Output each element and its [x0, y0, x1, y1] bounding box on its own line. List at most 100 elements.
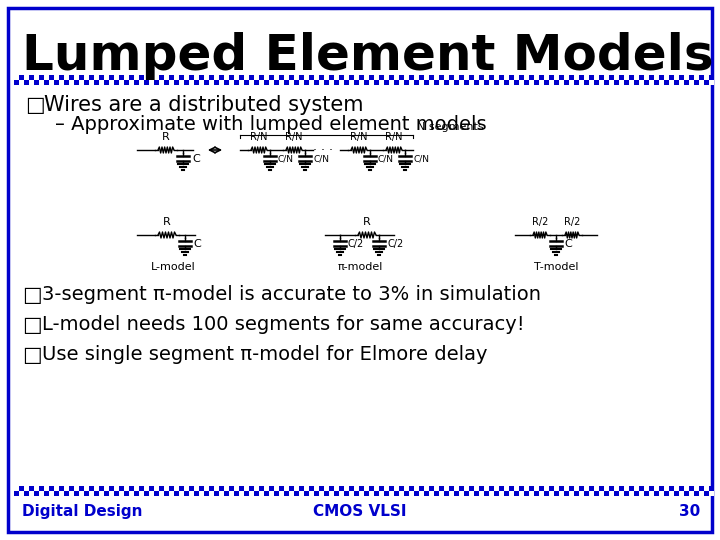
Bar: [589, 491, 594, 496]
Bar: [554, 486, 559, 491]
Bar: [394, 486, 399, 491]
Bar: [199, 75, 204, 80]
Bar: [439, 491, 444, 496]
Bar: [119, 75, 124, 80]
Bar: [389, 486, 394, 491]
Bar: [504, 486, 509, 491]
Bar: [704, 75, 709, 80]
Bar: [484, 491, 489, 496]
Bar: [74, 491, 79, 496]
Bar: [629, 80, 634, 85]
Bar: [169, 80, 174, 85]
Bar: [549, 80, 554, 85]
Bar: [639, 80, 644, 85]
Bar: [39, 80, 44, 85]
Bar: [99, 491, 104, 496]
Bar: [599, 486, 604, 491]
Bar: [484, 80, 489, 85]
Bar: [679, 75, 684, 80]
Bar: [579, 80, 584, 85]
Bar: [49, 75, 54, 80]
Bar: [539, 491, 544, 496]
Bar: [559, 491, 564, 496]
Bar: [94, 80, 99, 85]
Bar: [599, 491, 604, 496]
Bar: [39, 486, 44, 491]
Bar: [414, 80, 419, 85]
Bar: [374, 75, 379, 80]
Bar: [534, 486, 539, 491]
Bar: [129, 80, 134, 85]
Bar: [279, 491, 284, 496]
Bar: [644, 486, 649, 491]
Bar: [274, 486, 279, 491]
Bar: [189, 80, 194, 85]
Bar: [69, 80, 74, 85]
Bar: [274, 75, 279, 80]
Bar: [129, 491, 134, 496]
Bar: [374, 80, 379, 85]
Bar: [79, 75, 84, 80]
Bar: [174, 80, 179, 85]
Bar: [604, 486, 609, 491]
Bar: [54, 75, 59, 80]
Bar: [499, 80, 504, 85]
Bar: [109, 75, 114, 80]
Bar: [514, 486, 519, 491]
Bar: [509, 486, 514, 491]
Bar: [384, 486, 389, 491]
Bar: [29, 486, 34, 491]
Bar: [589, 80, 594, 85]
Bar: [124, 491, 129, 496]
Bar: [449, 486, 454, 491]
Bar: [444, 486, 449, 491]
Text: L-model: L-model: [150, 262, 195, 272]
Bar: [299, 80, 304, 85]
Bar: [244, 486, 249, 491]
Bar: [24, 80, 29, 85]
Text: C: C: [192, 154, 199, 164]
Bar: [99, 486, 104, 491]
Bar: [679, 80, 684, 85]
Bar: [34, 75, 39, 80]
Bar: [174, 75, 179, 80]
Bar: [19, 491, 24, 496]
Bar: [674, 75, 679, 80]
Bar: [254, 486, 259, 491]
Text: R: R: [363, 217, 371, 227]
Bar: [604, 75, 609, 80]
Bar: [689, 80, 694, 85]
Bar: [479, 75, 484, 80]
Bar: [539, 80, 544, 85]
Bar: [684, 486, 689, 491]
Bar: [704, 486, 709, 491]
Text: π-model: π-model: [337, 262, 383, 272]
Text: □: □: [22, 345, 42, 365]
Bar: [239, 75, 244, 80]
Bar: [244, 491, 249, 496]
Bar: [164, 80, 169, 85]
Bar: [44, 80, 49, 85]
Bar: [569, 80, 574, 85]
Text: R/N: R/N: [350, 132, 368, 142]
Text: 3-segment π-model is accurate to 3% in simulation: 3-segment π-model is accurate to 3% in s…: [42, 285, 541, 304]
Bar: [409, 80, 414, 85]
Bar: [214, 80, 219, 85]
Bar: [344, 486, 349, 491]
Bar: [224, 75, 229, 80]
Bar: [139, 486, 144, 491]
Bar: [549, 75, 554, 80]
Bar: [34, 491, 39, 496]
Bar: [284, 486, 289, 491]
Bar: [439, 75, 444, 80]
Bar: [59, 80, 64, 85]
Text: C/N: C/N: [278, 154, 294, 164]
Bar: [154, 80, 159, 85]
Bar: [644, 75, 649, 80]
Bar: [534, 75, 539, 80]
Bar: [249, 491, 254, 496]
Bar: [34, 80, 39, 85]
Bar: [379, 486, 384, 491]
Bar: [169, 491, 174, 496]
Bar: [239, 486, 244, 491]
